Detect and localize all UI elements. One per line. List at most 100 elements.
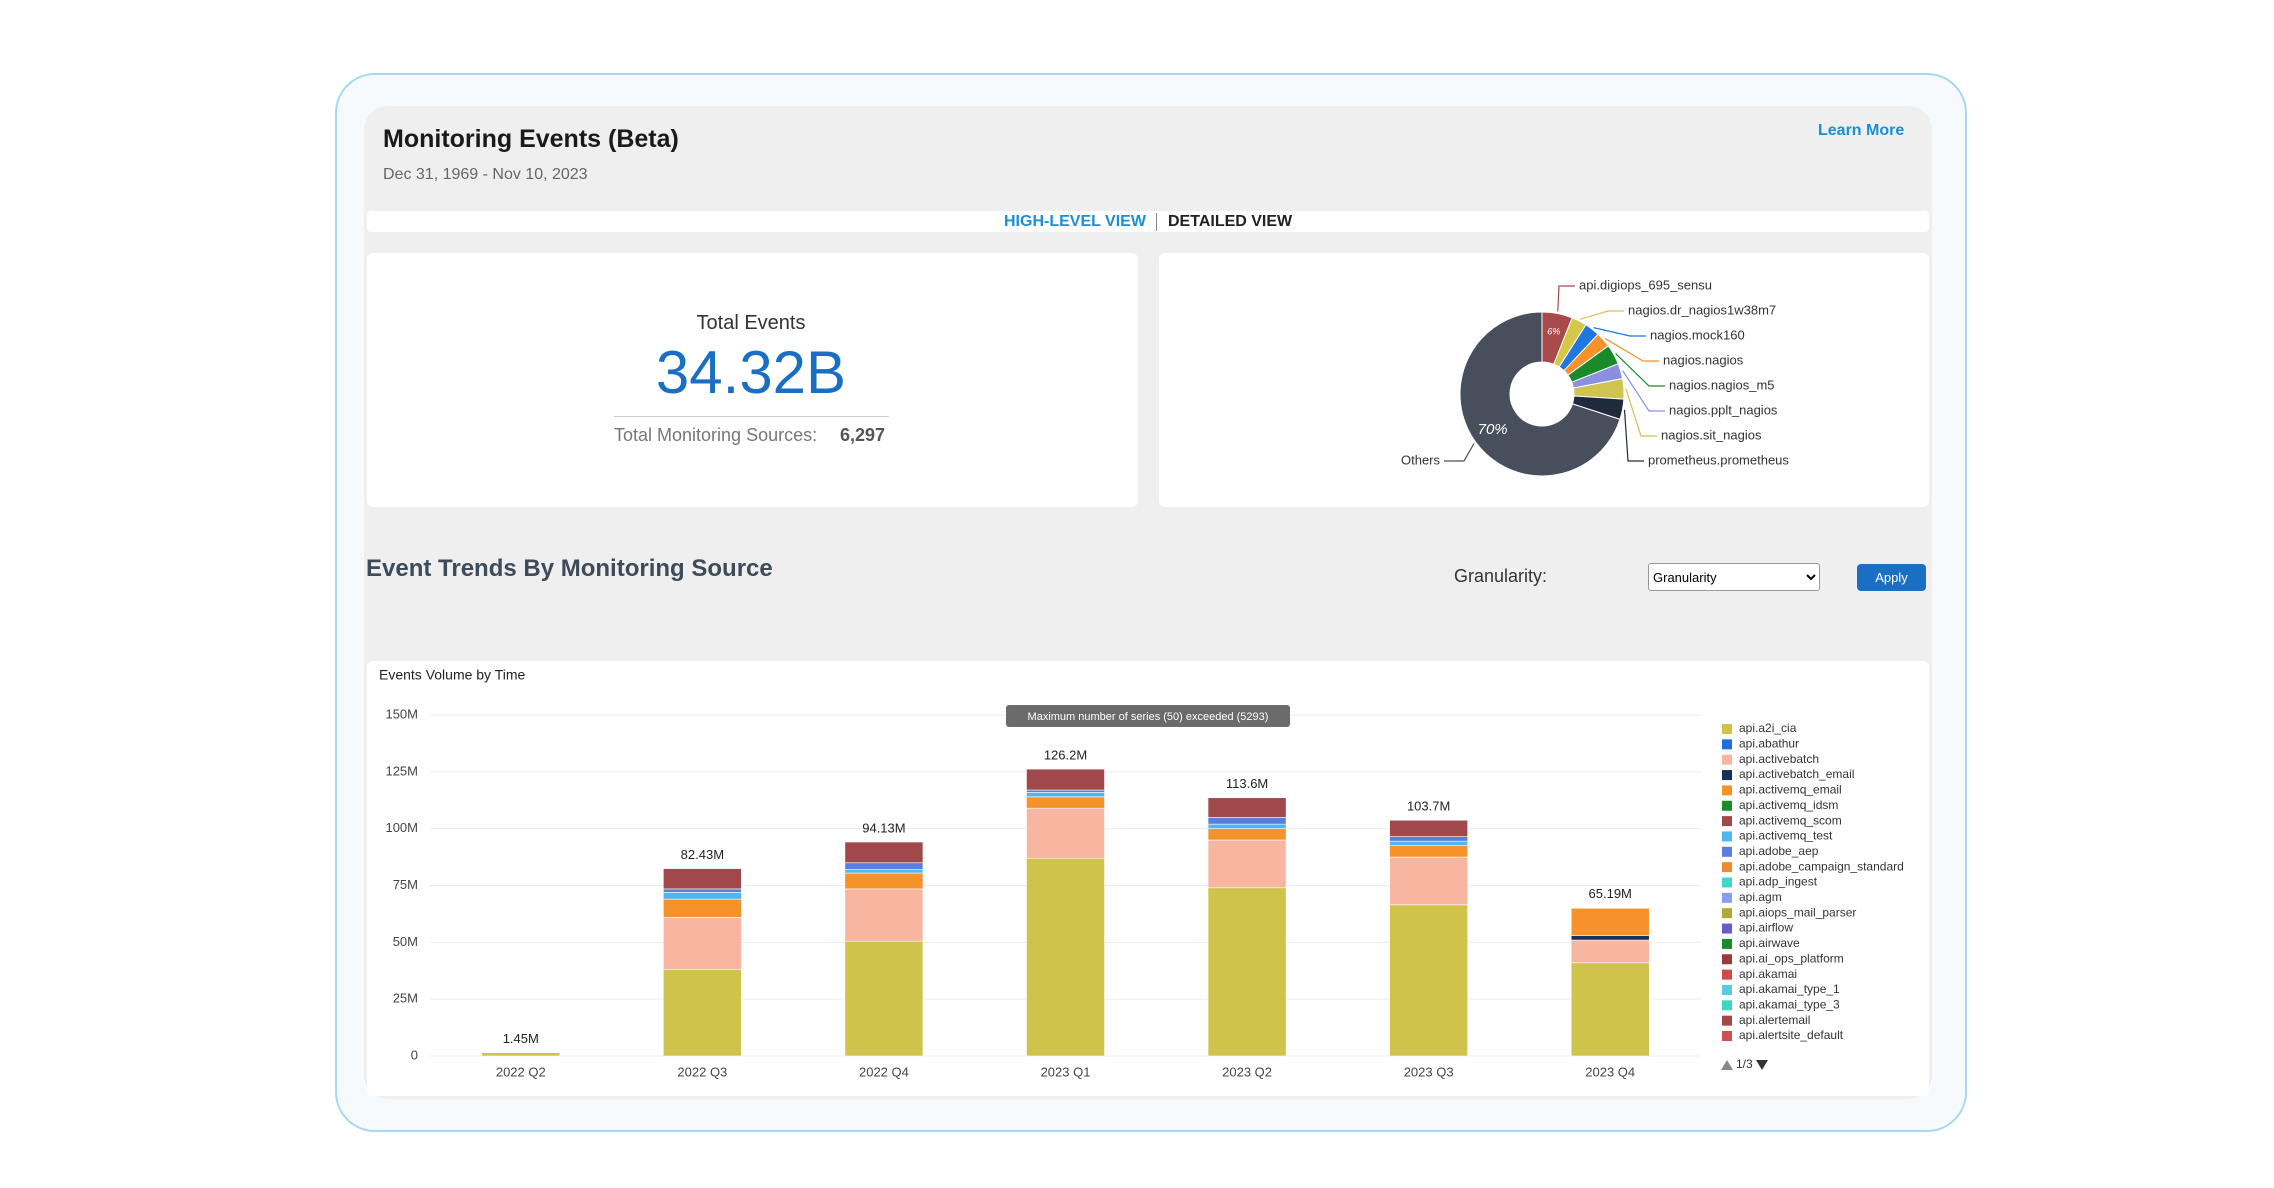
sources-value: 6,297 [840, 425, 886, 445]
bar-segment [1389, 845, 1468, 858]
legend-swatch [1722, 908, 1732, 919]
legend-swatch [1722, 785, 1732, 796]
chart-title: Events Volume by Time [379, 667, 526, 683]
slice-label: api.digiops_695_sensu [1579, 277, 1712, 292]
summary-card [367, 253, 1138, 507]
slice-label: nagios.nagios [1663, 352, 1744, 367]
bar-segment [663, 969, 742, 1057]
leader-line [1625, 388, 1657, 437]
slice-value-label: 6% [1547, 326, 1560, 336]
y-tick-label: 125M [385, 763, 418, 778]
legend-label: api.akamai_type_1 [1739, 982, 1840, 996]
tab-detailed[interactable]: DETAILED VIEW [1168, 213, 1293, 230]
bar-segment [1389, 840, 1468, 847]
legend-swatch [1722, 739, 1732, 750]
legend-swatch [1722, 846, 1732, 857]
legend-label: api.alertsite_default [1739, 1028, 1844, 1042]
bar-segment [1389, 836, 1468, 842]
legend-label: api.agm [1739, 890, 1782, 904]
leader-line [1557, 285, 1575, 312]
bar-segment [1207, 839, 1287, 889]
legend-label: api.abathur [1739, 737, 1799, 751]
legend-label: api.ai_ops_platform [1739, 951, 1844, 965]
total-label: 65.19M [1589, 886, 1632, 901]
bar-segment [1207, 823, 1287, 829]
legend-swatch [1722, 770, 1732, 781]
slice-label: nagios.mock160 [1650, 327, 1745, 342]
legend-label: api.activemq_scom [1739, 813, 1842, 827]
slice-value-label: 70% [1478, 421, 1508, 438]
bar-segment [663, 917, 742, 970]
legend-label: api.adp_ingest [1739, 875, 1818, 889]
bar-segment [1026, 807, 1105, 859]
legend-label: api.adobe_aep [1739, 844, 1819, 858]
legend-label: api.a2i_cia [1739, 721, 1797, 735]
notice-box [1006, 705, 1290, 727]
slice-label: nagios.pplt_nagios [1669, 402, 1778, 417]
total-label: 103.7M [1407, 799, 1450, 814]
legend-swatch [1722, 1000, 1732, 1011]
total-label: 126.2M [1044, 748, 1087, 763]
bar-segment [1207, 828, 1287, 841]
legend-label: api.activemq_test [1739, 829, 1833, 843]
bar-segment [1026, 796, 1105, 809]
total-label: 1.45M [503, 1031, 539, 1046]
legend-label: api.activebatch_email [1739, 767, 1854, 781]
bar-segment [663, 888, 742, 893]
x-tick-label: 2023 Q2 [1222, 1064, 1272, 1079]
legend-label: api.activemq_email [1739, 783, 1842, 797]
bar-segment [1207, 816, 1287, 825]
legend-swatch [1722, 800, 1732, 811]
granularity-select[interactable]: Granularity [1648, 563, 1820, 591]
bar-segment [1389, 819, 1468, 837]
donut-slice [1459, 311, 1621, 477]
x-tick-label: 2022 Q2 [496, 1064, 546, 1079]
bar-segment [663, 898, 742, 918]
legend-swatch [1722, 862, 1732, 873]
legend-swatch [1722, 754, 1732, 765]
legend-swatch [1722, 938, 1732, 949]
bar-segment [1570, 962, 1650, 1057]
apply-button[interactable]: Apply [1857, 564, 1926, 591]
bar-segment [844, 862, 924, 870]
legend-label: api.adobe_campaign_standard [1739, 859, 1904, 873]
legend-label: api.aiops_mail_parser [1739, 905, 1856, 919]
bar-segment [1207, 797, 1287, 818]
bar-segment [1389, 856, 1468, 906]
legend-swatch [1722, 1031, 1732, 1041]
legend-label: api.airwave [1739, 936, 1800, 950]
legend-label: api.activebatch [1739, 752, 1819, 766]
y-tick-label: 100M [385, 820, 418, 835]
bar-segment [1207, 887, 1287, 1057]
x-tick-label: 2023 Q4 [1585, 1064, 1635, 1079]
bar-segment [1570, 939, 1650, 964]
legend-swatch [1722, 892, 1732, 903]
bar-segment [844, 869, 924, 874]
x-tick-label: 2023 Q1 [1041, 1064, 1091, 1079]
learn-more-link[interactable]: Learn More [1818, 122, 1905, 139]
bar-segment [1026, 791, 1105, 798]
date-range: Dec 31, 1969 - Nov 10, 2023 [383, 166, 588, 183]
title: Monitoring Events (Beta) [383, 125, 679, 153]
slice-label: Others [1401, 452, 1441, 467]
total-label: 82.43M [681, 847, 724, 862]
bar-segment [844, 940, 924, 1057]
y-tick-label: 0 [411, 1047, 418, 1062]
y-tick-label: 75M [393, 877, 418, 892]
legend-swatch [1722, 1015, 1732, 1026]
section-title: Event Trends By Monitoring Source [366, 555, 773, 582]
bar-segment [481, 1052, 561, 1057]
chart-card [367, 661, 1929, 1096]
legend-swatch [1722, 724, 1732, 734]
bar-segment [1570, 935, 1650, 941]
leader-line [1604, 337, 1659, 362]
bar-segment [844, 841, 924, 864]
bar-segment [663, 868, 742, 890]
y-tick-label: 50M [393, 934, 418, 949]
legend-next-arrow [1756, 1060, 1768, 1070]
tab-high-level[interactable]: HIGH-LEVEL VIEW [1004, 213, 1146, 230]
legend-label: api.akamai [1739, 967, 1797, 981]
bar-segment [1570, 907, 1650, 936]
